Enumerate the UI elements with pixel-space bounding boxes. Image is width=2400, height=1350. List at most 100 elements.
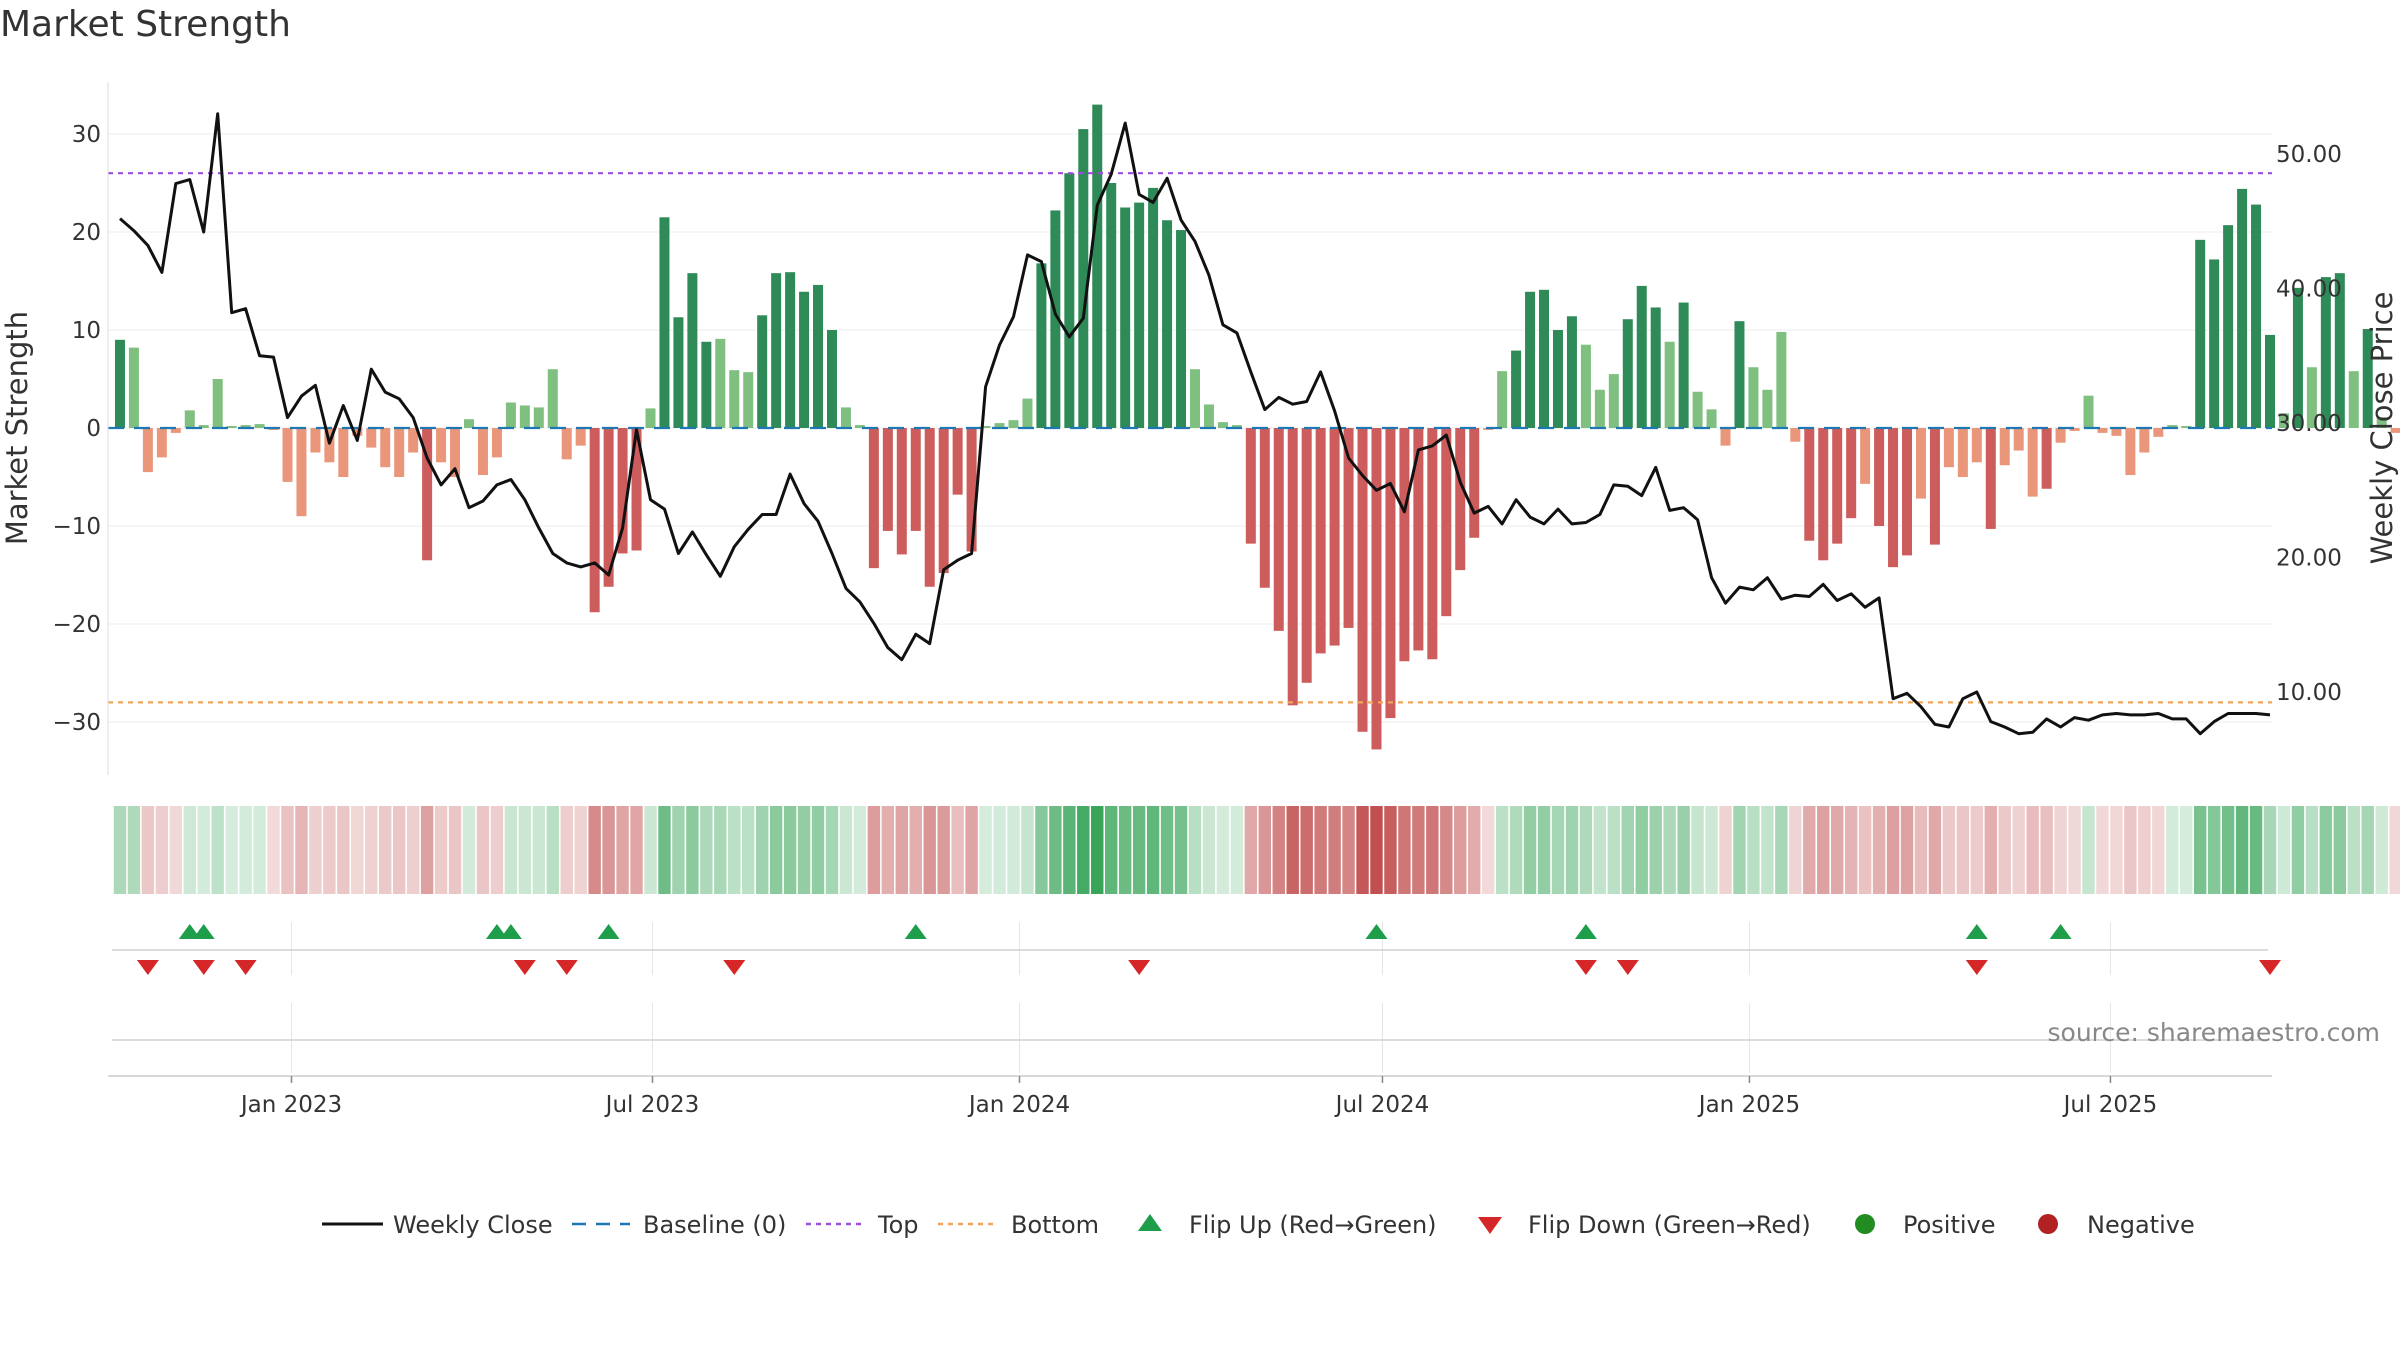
heat-cell xyxy=(2263,806,2277,894)
legend-swatch-positive xyxy=(1855,1214,1875,1234)
strength-bar xyxy=(771,273,782,428)
strength-bar xyxy=(1692,391,1703,428)
reference-lines xyxy=(108,172,2272,704)
heat-cell xyxy=(728,806,741,894)
weekly-close-series xyxy=(119,112,2271,736)
strength-bar xyxy=(338,428,349,477)
heat-cell xyxy=(1691,806,1704,894)
heat-cell xyxy=(546,806,559,894)
flip-up-marker xyxy=(485,924,508,939)
heat-cell xyxy=(700,806,713,894)
heat-cell xyxy=(1412,806,1425,894)
flip-down-marker xyxy=(2259,960,2282,975)
heat-cell xyxy=(2347,806,2360,894)
strength-bar xyxy=(2306,367,2317,428)
strength-bar xyxy=(1203,404,1214,428)
strength-bar xyxy=(1790,428,1801,442)
strength-bar xyxy=(1762,389,1773,428)
heat-cell xyxy=(1286,806,1299,894)
strength-bar xyxy=(226,426,237,428)
x-tick-label: Jan 2025 xyxy=(1697,1092,1800,1118)
strength-bar xyxy=(2265,334,2276,428)
heat-cell xyxy=(1942,806,1956,894)
flip-up-marker xyxy=(1574,924,1597,939)
heat-cell xyxy=(2180,806,2193,894)
legend-label-positive: Positive xyxy=(1903,1211,1996,1239)
strength-bar xyxy=(2237,188,2248,428)
strength-bar xyxy=(491,428,502,458)
strength-bar xyxy=(505,402,516,428)
heat-cell xyxy=(1775,806,1788,894)
heat-cell xyxy=(1886,806,1900,894)
flip-up-marker xyxy=(178,924,201,939)
chart-title: Market Strength xyxy=(0,4,291,45)
heat-cell xyxy=(1593,806,1607,894)
heat-cell xyxy=(993,806,1006,894)
heat-cell xyxy=(1761,806,1774,894)
strength-bar xyxy=(1315,428,1326,654)
flip-up-marker xyxy=(192,924,215,939)
strength-bar xyxy=(2390,428,2400,433)
heat-cell xyxy=(225,806,238,894)
strength-bar xyxy=(1273,428,1284,631)
heat-cell xyxy=(1956,806,1970,894)
heat-cell xyxy=(2166,806,2179,894)
heat-cell xyxy=(448,806,462,894)
strength-bar xyxy=(1804,428,1815,541)
strength-bar xyxy=(645,408,656,428)
heat-cell xyxy=(2110,806,2123,894)
heat-cell xyxy=(2068,806,2081,894)
heat-cell xyxy=(895,806,908,894)
heat-cell xyxy=(1216,806,1230,894)
strength-bar xyxy=(631,428,642,551)
strength-bar xyxy=(1455,428,1466,571)
strength-bar xyxy=(184,410,195,428)
flip-down-marker xyxy=(234,960,257,975)
strength-bar xyxy=(2167,425,2178,428)
heat-cell xyxy=(281,806,294,894)
heat-cell xyxy=(1356,806,1369,894)
strength-bar xyxy=(1301,428,1312,683)
heat-cell xyxy=(811,806,825,894)
strength-bar xyxy=(436,428,447,463)
flip-down-marker xyxy=(1574,960,1597,975)
left-tick-label: 0 xyxy=(86,416,101,442)
strength-bar xyxy=(2334,273,2345,428)
heat-cell xyxy=(183,806,196,894)
legend-label-flip_down: Flip Down (Green→Red) xyxy=(1528,1211,1811,1239)
heat-cell xyxy=(1454,806,1467,894)
strength-bar xyxy=(394,428,405,477)
heat-cell xyxy=(853,806,867,894)
strength-bar xyxy=(1427,428,1438,660)
strength-bar xyxy=(2320,277,2331,428)
strength-bar xyxy=(938,428,949,574)
strength-bar xyxy=(1818,428,1829,561)
strength-bar xyxy=(1469,428,1480,538)
legend-label-baseline: Baseline (0) xyxy=(643,1211,786,1239)
strength-bar xyxy=(170,428,181,433)
strength-bar xyxy=(813,284,824,428)
strength-bar xyxy=(2083,395,2094,428)
heat-cell xyxy=(2012,806,2025,894)
strength-bar xyxy=(561,428,572,460)
heat-cell xyxy=(1635,806,1648,894)
strength-bar xyxy=(1957,428,1968,477)
strength-bar xyxy=(296,428,307,517)
strength-bar xyxy=(589,428,600,613)
strength-bar xyxy=(882,428,893,531)
strength-bar xyxy=(2348,371,2359,428)
heat-cell xyxy=(1132,806,1146,894)
heat-cell xyxy=(644,806,657,894)
heat-cell xyxy=(504,806,518,894)
flip-down-marker xyxy=(1965,960,1988,975)
strength-bar xyxy=(156,428,167,458)
heat-cell xyxy=(532,806,546,894)
strength-bar xyxy=(310,428,321,453)
heat-cell xyxy=(2389,806,2400,894)
strength-bar xyxy=(1511,350,1522,428)
strength-bar xyxy=(1162,220,1173,428)
strength-bar xyxy=(1148,187,1159,428)
heat-cell xyxy=(1035,806,1048,894)
heat-cell xyxy=(1565,806,1579,894)
flip-down-marker xyxy=(513,960,536,975)
